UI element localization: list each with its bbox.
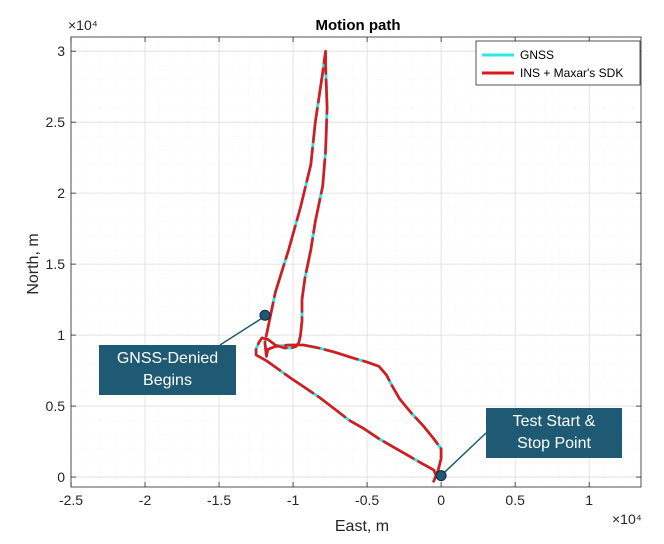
annotation-arrow-line <box>219 317 263 346</box>
legend-box <box>475 40 641 86</box>
y-tick-label: 0.5 <box>46 398 66 414</box>
y-tick-label: 0 <box>57 469 65 485</box>
annotation-point-marker <box>259 309 271 321</box>
x-tick-label: 0.5 <box>505 492 525 508</box>
y-tick-label: 3 <box>57 43 65 59</box>
x-tick-label: -2.5 <box>59 492 83 508</box>
x-tick-label: 0 <box>437 492 445 508</box>
x-tick-label: -1.5 <box>207 492 231 508</box>
y-tick-label: 1.5 <box>46 256 66 272</box>
chart-title: Motion path <box>316 17 401 34</box>
x-tick-label: -1 <box>287 492 300 508</box>
annotation-test-start: Test Start & Stop Point <box>486 408 622 458</box>
x-axis-label: East, m <box>335 518 389 535</box>
legend-label-ins: INS + Maxar's SDK <box>520 66 623 80</box>
axes-box <box>70 36 642 488</box>
series-layer <box>254 49 443 483</box>
x-tick-label: -0.5 <box>355 492 379 508</box>
series-line-ins <box>254 49 443 483</box>
annotation-arrow-line <box>443 432 487 474</box>
tick-labels: -2.5 -2 -1.5 -1 -0.5 0 0.5 1 0 0.5 1 1.5 2 2.5 3 <box>46 43 594 508</box>
y-tick-label: 2 <box>57 185 65 201</box>
y-axis-exponent: ×10⁴ <box>68 17 98 33</box>
x-tick-label: -2 <box>139 492 152 508</box>
x-axis-exponent: ×10⁴ <box>612 511 642 527</box>
y-axis-label: North, m <box>25 233 42 294</box>
x-tick-label: 1 <box>585 492 593 508</box>
y-tick-label: 2.5 <box>46 114 66 130</box>
y-tick-label: 1 <box>57 327 65 343</box>
legend-label-gnss: GNSS <box>520 48 554 62</box>
legend: GNSS INS + Maxar's SDK <box>475 40 641 86</box>
axes <box>70 36 642 488</box>
annotation-point-marker <box>435 470 447 482</box>
annotation-gnss-denied: GNSS-Denied Begins <box>99 345 236 395</box>
annotations <box>213 309 493 482</box>
